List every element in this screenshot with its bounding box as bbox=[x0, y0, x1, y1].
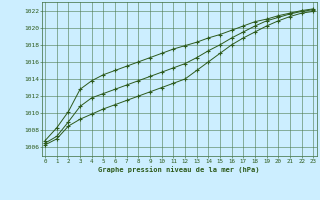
X-axis label: Graphe pression niveau de la mer (hPa): Graphe pression niveau de la mer (hPa) bbox=[99, 166, 260, 173]
